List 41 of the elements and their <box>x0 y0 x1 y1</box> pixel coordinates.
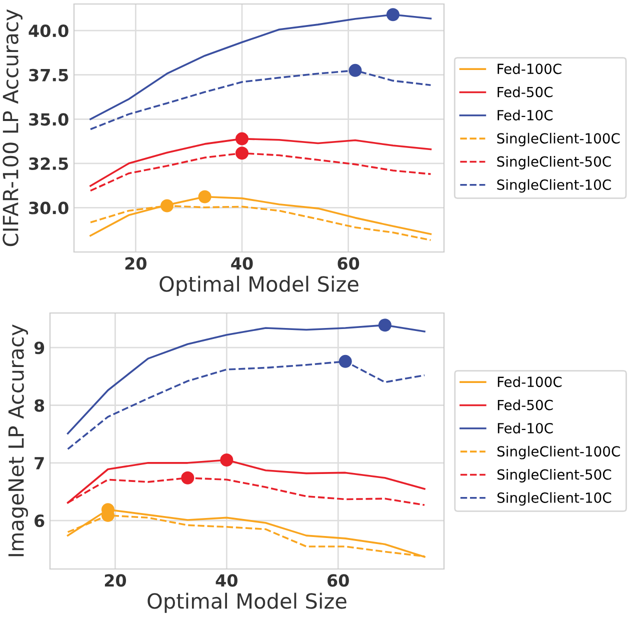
x-axis-title: Optimal Model Size <box>160 276 358 296</box>
y-tick-label: 30.0 <box>29 202 68 214</box>
x-tick-label: 20 <box>104 574 126 587</box>
legend-label: SingleClient-100C <box>497 446 620 460</box>
legend-label: SingleClient-10C <box>497 179 611 193</box>
legend-label: Fed-100C <box>498 63 562 74</box>
point <box>378 318 392 332</box>
legend-label: Fed-50C <box>498 86 553 98</box>
y-tick-label: 40.0 <box>28 24 68 38</box>
x-tick-label: 60 <box>338 257 360 270</box>
x-tick-label: 40 <box>231 257 253 270</box>
point <box>181 471 194 484</box>
legend-label: Fed-10C <box>498 422 553 434</box>
point <box>198 190 212 204</box>
legend-label: Fed-10C <box>498 110 553 120</box>
y-tick-label: 7 <box>34 457 44 470</box>
point <box>348 64 362 77</box>
y-axis-title: ImageNet LP Accuracy <box>8 324 28 556</box>
x-axis-title: Optimal Model Size <box>148 592 346 613</box>
point <box>235 132 248 146</box>
y-tick-label: 8 <box>34 399 44 412</box>
y-tick-label: 9 <box>34 342 44 354</box>
point <box>220 454 234 467</box>
y-tick-label: 6 <box>34 514 44 528</box>
legend-label: SingleClient-10C <box>497 492 612 506</box>
x-tick-label: 20 <box>125 257 146 270</box>
x-tick-label: 40 <box>216 574 238 587</box>
y-tick-label: 35.0 <box>29 113 68 126</box>
legend-label: Fed-100C <box>498 376 562 388</box>
y-tick-label: 32.5 <box>29 157 68 170</box>
point <box>386 8 400 22</box>
y-tick-label: 37.5 <box>29 68 68 82</box>
legend-label: SingleClient-50C <box>497 156 611 170</box>
point <box>235 146 248 160</box>
legend-label: Fed-50C <box>498 400 553 410</box>
x-tick-label: 60 <box>328 574 349 587</box>
point <box>160 199 174 212</box>
y-axis-title: CIFAR-100 LP Accuracy <box>2 9 22 246</box>
point <box>338 354 352 368</box>
legend-label: SingleClient-100C <box>497 132 620 146</box>
legend-label: SingleClient-50C <box>497 469 612 482</box>
